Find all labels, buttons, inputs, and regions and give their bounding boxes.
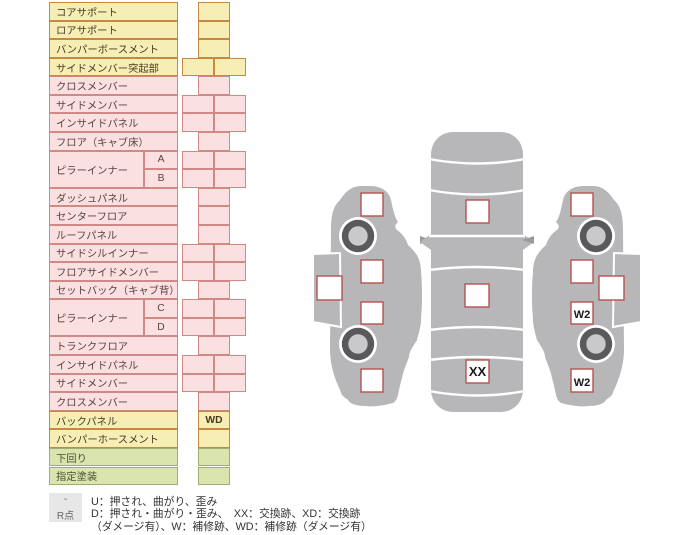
- svg-text:W2: W2: [574, 309, 591, 321]
- svg-text:W2: W2: [574, 377, 591, 389]
- svg-text:XX: XX: [469, 364, 487, 379]
